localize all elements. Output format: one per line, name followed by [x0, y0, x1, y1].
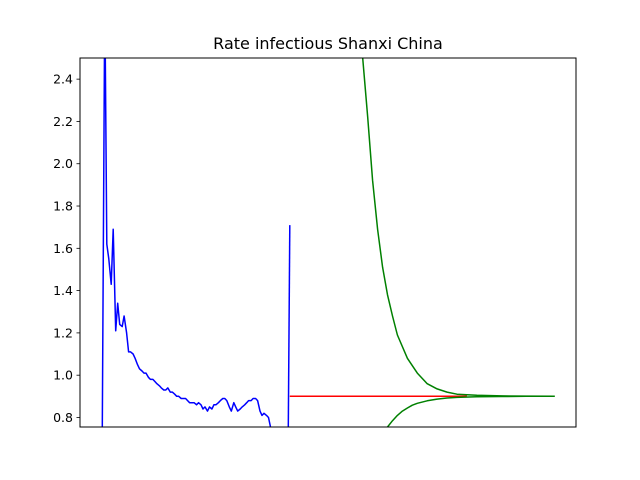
y-tick-label: 2.4 — [53, 72, 73, 87]
y-tick-label: 2.0 — [53, 156, 73, 171]
series-line-4 — [361, 58, 555, 398]
y-tick-label: 0.8 — [53, 410, 73, 425]
series-line-2 — [287, 225, 291, 427]
series-layer — [101, 58, 555, 427]
y-tick-label: 1.2 — [53, 325, 73, 340]
y-tick-label: 1.0 — [53, 368, 73, 383]
series-line-1 — [101, 58, 272, 427]
y-tick-label: 2.2 — [53, 114, 73, 129]
y-axis: 0.8 1.0 1.2 1.4 1.6 1.8 2.0 2.2 2.4 — [53, 72, 80, 425]
chart-title: Rate infectious Shanxi China — [213, 34, 443, 53]
series-line-5 — [386, 395, 555, 427]
y-tick-label: 1.6 — [53, 241, 73, 256]
plot-frame — [79, 57, 577, 428]
y-tick-label: 1.4 — [53, 283, 73, 298]
y-tick-label: 1.8 — [53, 199, 73, 214]
